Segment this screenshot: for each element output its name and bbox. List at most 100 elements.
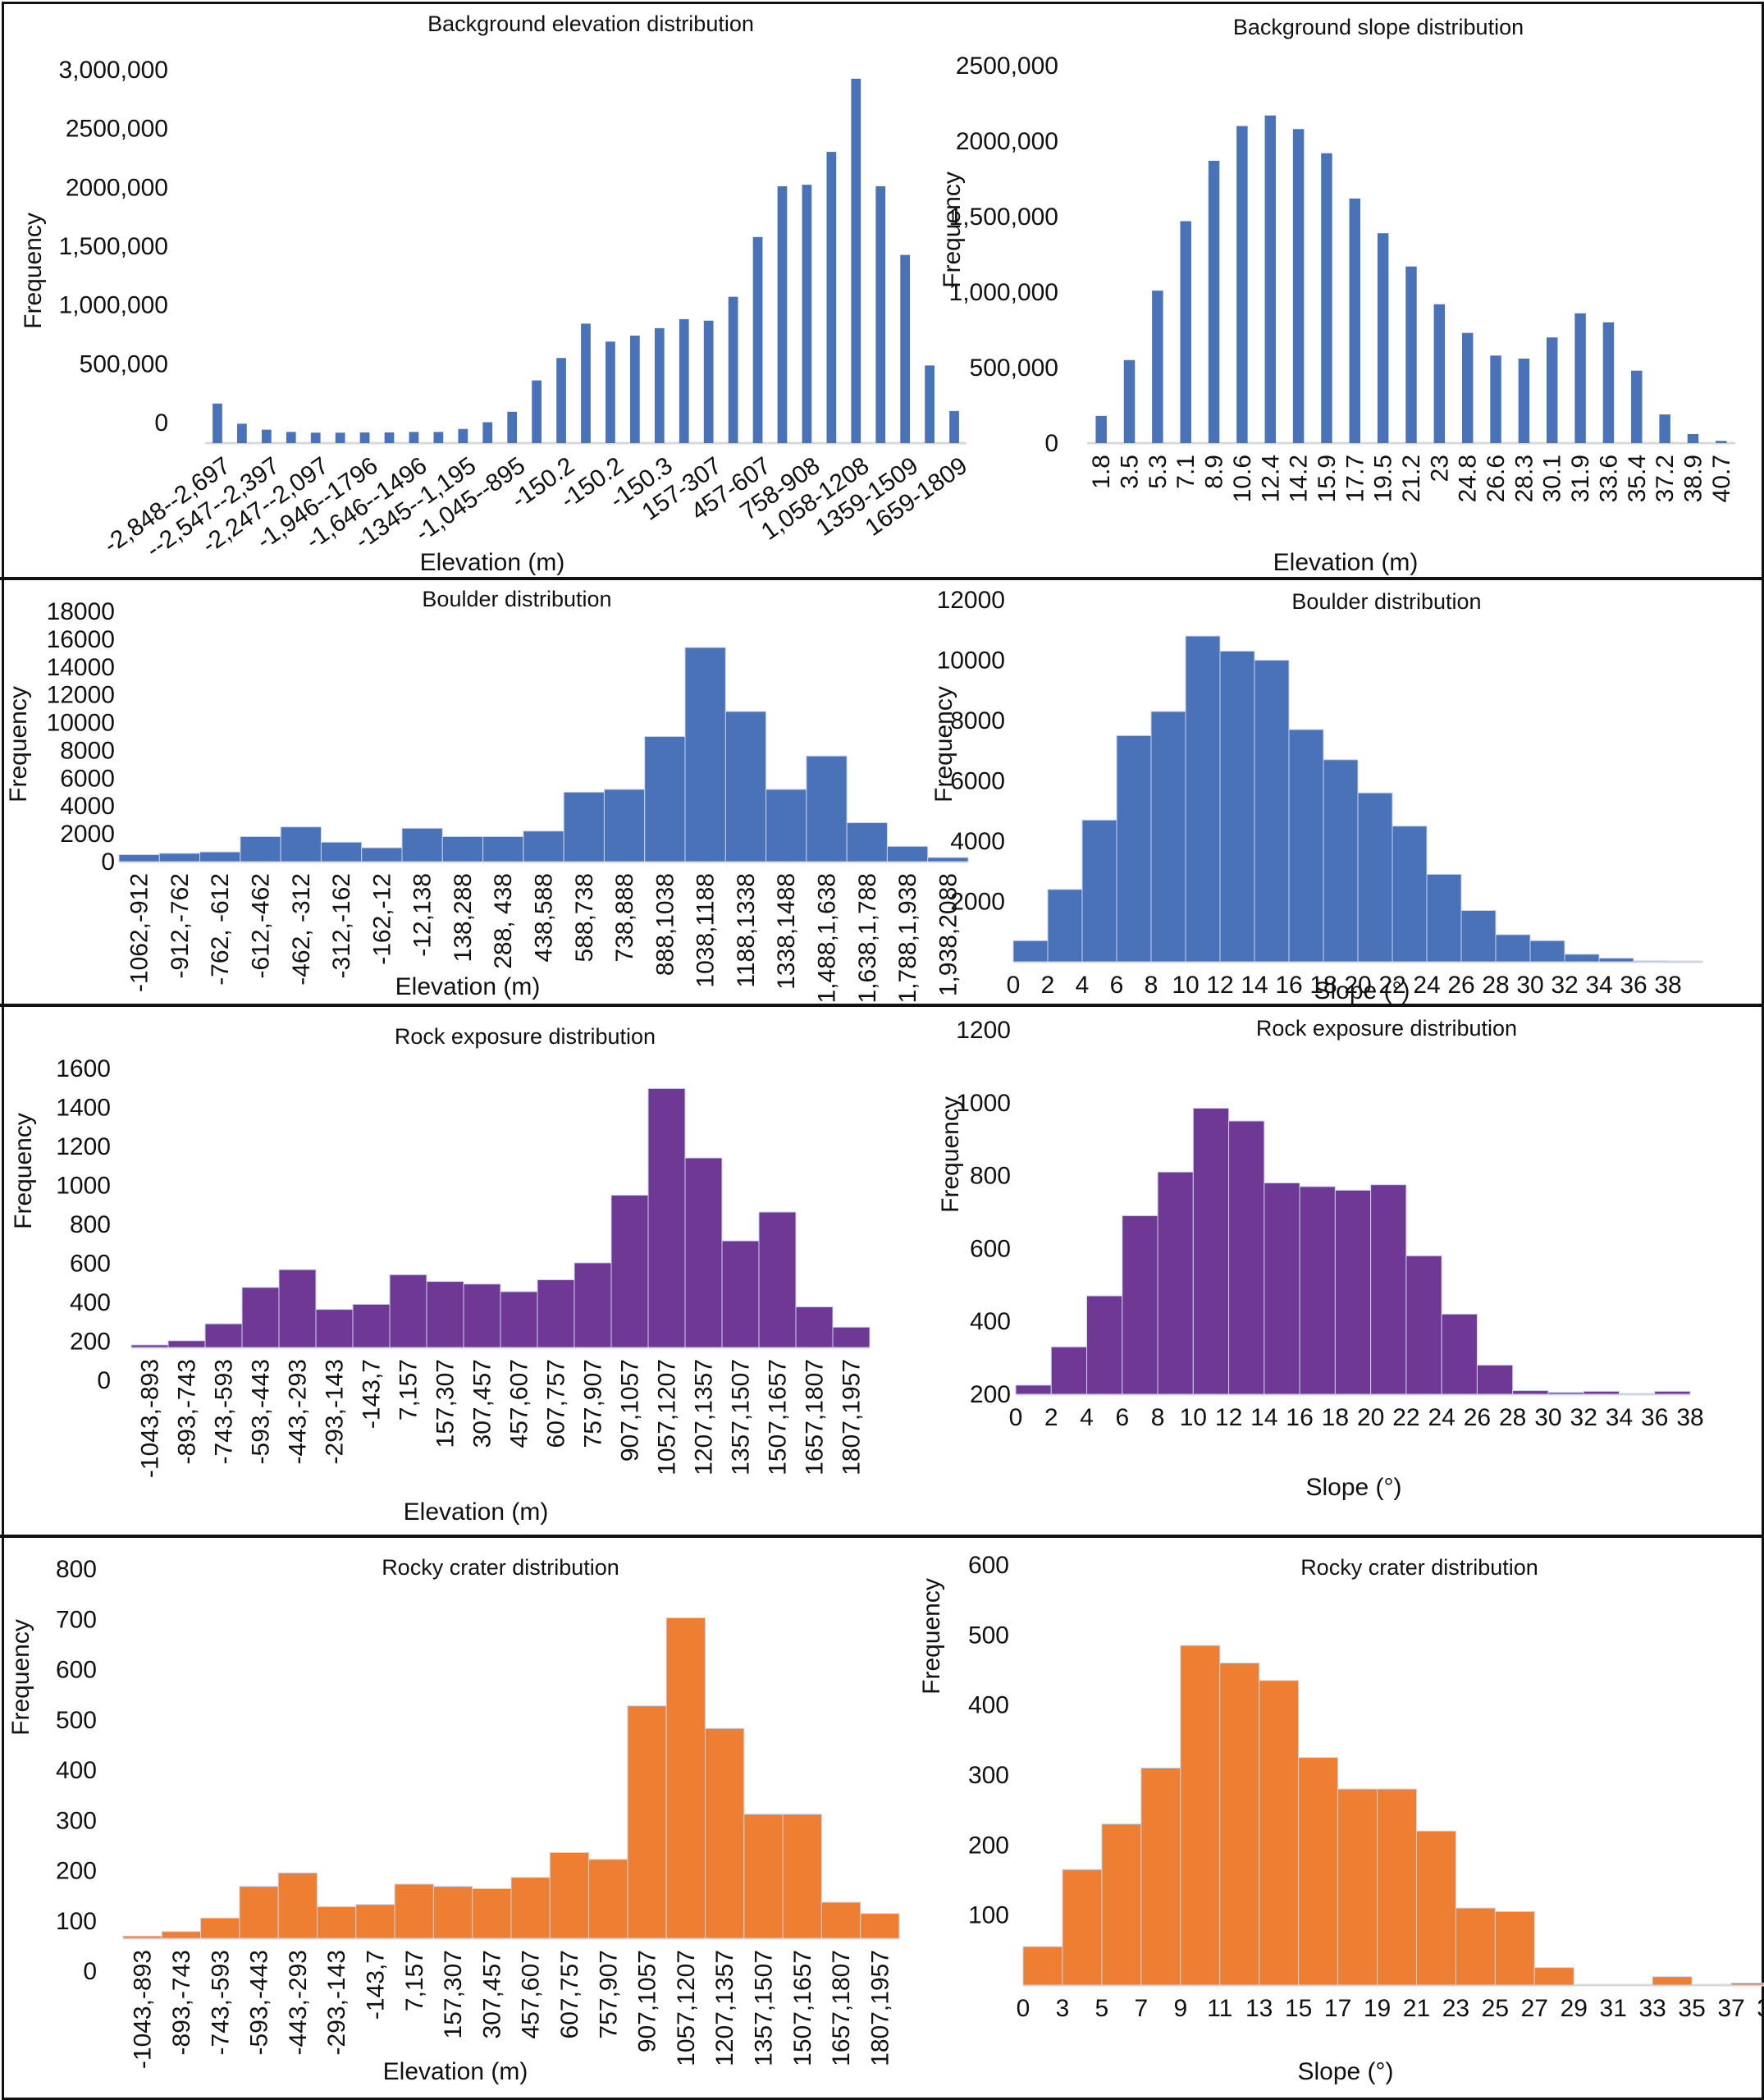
histogram-bar [1208,160,1220,444]
x-tick-label: 26 [1447,972,1474,999]
histogram-bar [1433,304,1446,443]
histogram-bar [433,432,444,443]
y-tick-label: 1400 [56,1095,111,1122]
histogram-bar [1337,1788,1378,1986]
histogram-bar [1426,873,1462,963]
histogram-bar [1299,1186,1336,1395]
histogram-bar [1323,759,1359,963]
histogram-bar [1357,792,1393,963]
x-tick-label: 10 [1172,972,1199,999]
histogram-bar [394,1883,434,1939]
histogram-bar [1583,1390,1620,1395]
x-tick-label: -762, -612 [207,873,234,986]
x-tick-label: -443,-293 [285,1950,312,2055]
x-tick-label: -912,-762 [167,873,194,978]
y-tick-label: 4000 [60,793,115,820]
y-tick-label: 1200 [956,1017,1011,1044]
y-tick-label: 14000 [47,654,115,681]
histogram-bar [1264,1182,1300,1395]
histogram-bar [1292,129,1305,443]
histogram-bar [532,380,542,443]
x-tick-label: 34 [1585,972,1612,999]
y-tick-label: 500 [56,1707,97,1734]
x-tick-label: 28.3 [1510,455,1538,502]
rocky-crater-elevation-chart: Rocky crater distribution Frequency Elevat… [0,1538,903,2100]
y-axis-label: Frequency [939,172,966,288]
y-axis-label: Frequency [918,1578,945,1695]
x-tick-label: 288, 438 [490,873,517,969]
x-tick-label: 16 [1275,972,1302,999]
histogram-bar [832,1326,871,1348]
histogram-bar [1062,1869,1103,1986]
histogram-bar [315,1309,354,1348]
histogram-bar [1654,1390,1691,1395]
histogram-bar [679,318,689,443]
histogram-bar [1015,1384,1052,1395]
x-tick-label: 24 [1413,972,1440,999]
y-tick-label: 18000 [47,598,115,625]
x-tick-label: 1207,1357 [691,1359,718,1475]
histogram-bar [758,1211,797,1348]
x-tick-label: 29 [1561,1995,1588,2022]
histogram-bar [782,1814,822,1939]
x-tick-label: 30 [1516,972,1543,999]
histogram-bar [1716,441,1727,443]
histogram-bar [280,826,322,862]
y-tick-label: 16000 [47,626,115,653]
y-tick-label: 500,000 [80,350,168,377]
x-tick-label: 34 [1606,1404,1633,1431]
histogram-bar [1518,358,1530,443]
histogram-bar [949,410,959,443]
histogram-bar [581,323,591,443]
y-tick-label: 300 [56,1807,97,1834]
x-tick-label: 1,788,1,938 [894,873,921,1003]
x-tick-label: -1043,-893 [130,1950,157,2069]
x-tick-label: 607,757 [556,1950,583,2038]
x-tick-label: 17 [1324,1995,1351,2022]
x-tick-label: 30 [1534,1404,1561,1431]
y-tick-label: 8000 [60,737,115,764]
histogram-bar [665,1617,706,1939]
histogram-bar [1405,1255,1442,1395]
x-tick-label: 39 [1757,1995,1764,2022]
x-tick-label: 457,607 [506,1359,533,1448]
histogram-bar [432,1886,473,1939]
x-tick-label: 1338,1488 [773,873,800,990]
histogram-bar [588,1859,628,1939]
x-tick-label: -893,-743 [174,1359,201,1464]
histogram-bar [703,320,714,443]
histogram-bar [1334,1189,1372,1395]
x-tick-label: 38.9 [1679,455,1707,502]
x-tick-label: 1,488,1,638 [814,873,841,1003]
x-tick-label: -12,138 [409,873,436,957]
chart-title: Boulder distribution [422,587,611,611]
x-tick-label: 26 [1464,1404,1491,1431]
x-tick-label: 15.9 [1314,455,1341,502]
histogram-bar [644,736,686,862]
y-tick-label: 800 [70,1211,111,1238]
histogram-bar [1377,1788,1417,1986]
x-tick-label: 8.9 [1201,455,1228,489]
y-tick-label: 8000 [950,707,1005,734]
x-tick-label: 1038,1188 [692,873,720,988]
histogram-bar [1254,660,1290,963]
x-tick-label: 0 [1007,972,1021,999]
histogram-bar [199,851,241,862]
histogram-bar [1652,1976,1693,1986]
histogram-bar [627,1705,667,1939]
x-tick-label: -162,-12 [368,873,395,965]
histogram-bar [1157,1171,1194,1395]
histogram-bar [927,857,969,862]
y-tick-label: 3,000,000 [59,57,168,84]
histogram-bar [1185,635,1221,963]
y-tick-label: 400 [56,1757,97,1784]
y-tick-label: 1000 [56,1173,111,1200]
histogram-bar [1150,711,1186,963]
histogram-bar [563,791,605,862]
x-tick-label: -293,-143 [322,1359,349,1464]
histogram-bar [1602,322,1615,443]
histogram-bar [118,854,160,862]
histogram-bar [1349,198,1361,444]
histogram-bar [1081,819,1117,963]
x-tick-label: 27 [1521,1995,1548,2022]
